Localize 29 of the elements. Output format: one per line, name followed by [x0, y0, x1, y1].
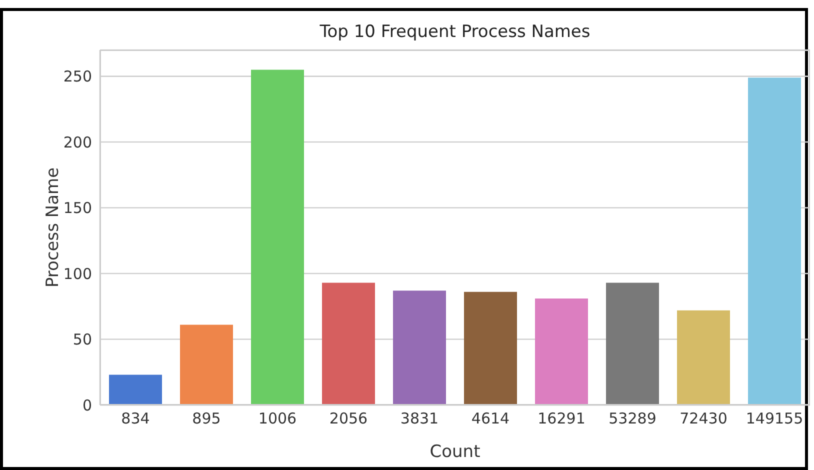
bar — [677, 310, 730, 405]
chart-title: Top 10 Frequent Process Names — [318, 22, 592, 42]
x-tick-label: 834 — [121, 410, 150, 428]
bar — [464, 292, 517, 405]
x-tick-label: 16291 — [538, 410, 586, 428]
bar — [535, 298, 588, 405]
bar — [748, 78, 801, 405]
x-tick-label: 1006 — [258, 410, 297, 428]
y-tick-label: 200 — [63, 133, 92, 152]
bar — [393, 290, 446, 405]
bar — [606, 282, 659, 405]
bar — [251, 70, 304, 405]
bar — [109, 374, 162, 405]
y-axis-title: Process Name — [43, 167, 64, 288]
x-tick-label: 2056 — [329, 410, 368, 428]
y-tick-label: 150 — [63, 199, 92, 218]
x-tick-label: 53289 — [608, 410, 656, 428]
y-tick-label: 0 — [82, 396, 92, 414]
y-tick-label: 100 — [63, 264, 92, 283]
x-tick-label: 3831 — [400, 410, 439, 428]
y-tick-label: 250 — [63, 68, 92, 86]
x-tick-label: 149155 — [746, 410, 804, 428]
x-tick-label: 895 — [192, 410, 221, 428]
x-tick-label: 72430 — [680, 410, 728, 428]
x-axis-title: Count — [430, 442, 481, 462]
y-tick-label: 50 — [72, 330, 92, 349]
bar — [322, 282, 375, 405]
x-tick-label: 4614 — [471, 410, 510, 428]
bar — [180, 324, 233, 405]
